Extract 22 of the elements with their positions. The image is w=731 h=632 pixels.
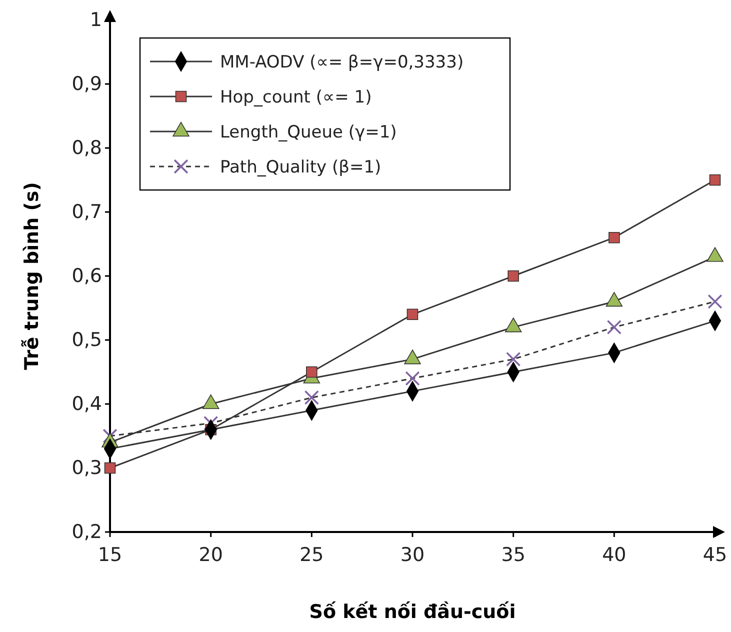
y-tick-label: 0,5	[72, 329, 102, 352]
legend-label: MM-AODV (∝= β=γ=0,3333)	[220, 52, 464, 72]
y-tick-label: 0,6	[72, 265, 102, 288]
y-axis-title: Trễ trung bình (s)	[21, 182, 43, 370]
y-tick-label: 0,3	[72, 457, 102, 480]
x-tick-label: 25	[300, 544, 324, 566]
x-tick-label: 20	[198, 544, 223, 566]
x-tick-label: 45	[702, 544, 728, 566]
y-tick-label: 0,4	[72, 393, 102, 416]
x-tick-label: 30	[400, 544, 425, 566]
x-tick-label: 15	[98, 544, 122, 566]
legend-label: Hop_count (∝= 1)	[220, 87, 372, 108]
y-tick-label: 1	[90, 9, 102, 32]
x-tick-label: 40	[602, 544, 626, 566]
y-tick-label: 0,7	[72, 201, 102, 224]
legend-label: Length_Queue (γ=1)	[220, 122, 397, 142]
x-tick-label: 35	[501, 544, 526, 566]
y-tick-label: 0,9	[72, 73, 102, 96]
legend-label: Path_Quality (β=1)	[220, 157, 382, 178]
y-tick-label: 0,8	[72, 137, 102, 160]
y-tick-label: 0,2	[72, 521, 102, 544]
x-axis-title: Số kết nối đầu-cuối	[309, 601, 516, 623]
